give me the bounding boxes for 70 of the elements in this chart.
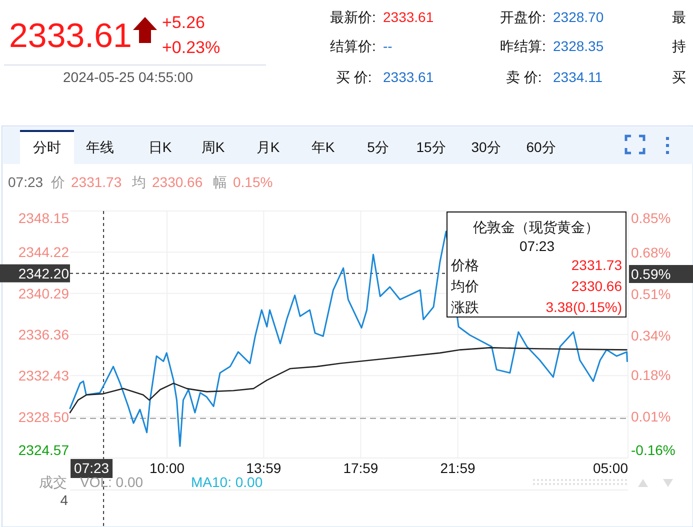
x-tick-label: 10:00 [150, 460, 185, 476]
annotation: 涨跌 [451, 299, 479, 315]
x-tick-label: 17:59 [343, 460, 378, 476]
y-tick-label: 2332.43 [18, 368, 70, 384]
annotation: 伦敦金（现货黄金） [473, 219, 599, 235]
annotation: 均价 [450, 278, 479, 294]
ref-line-label: 07:23 [74, 460, 110, 476]
text: 最 [672, 9, 686, 25]
text: 2024-05-25 04:55:00 [63, 69, 194, 85]
y2-tick-label: 0.85% [631, 210, 671, 226]
text: MA10: 0.00 [191, 474, 263, 490]
x-tick-label: 05:00 [592, 460, 628, 476]
text: 最新价: [330, 9, 376, 25]
y2-tick-label: 0.34% [631, 328, 671, 344]
y2-tick-label: 0.68% [631, 244, 671, 261]
text: 幅 [213, 174, 227, 190]
text: 60分 [526, 139, 556, 155]
text: 均 [131, 174, 146, 190]
text: 价 [50, 174, 65, 190]
y-tick-label: 2348.15 [18, 210, 70, 226]
x-tick-label: 13:59 [246, 460, 282, 476]
x-tick-label: 21:59 [440, 460, 476, 476]
text: 年线 [86, 139, 114, 155]
text: 2333.61 [9, 17, 132, 55]
text: 0.59% [631, 266, 671, 282]
text: 07:23 [8, 174, 44, 190]
annotation: 2330.66 [571, 278, 622, 294]
y2-tick-label: -0.16% [631, 442, 676, 458]
text: 2328.35 [553, 38, 604, 54]
text: -- [383, 38, 393, 54]
y2-tick-label: 0.18% [631, 366, 671, 383]
text: 2328.70 [553, 9, 604, 25]
text: 分时 [33, 139, 61, 155]
text: 结算价: [330, 38, 376, 54]
annotation: 3.38(0.15%) [546, 299, 622, 315]
y-tick-label: 2336.36 [18, 326, 70, 342]
text: 2333.61 [383, 9, 434, 25]
annotation: 价格 [450, 257, 479, 273]
text: +0.23% [162, 38, 220, 57]
y-tick-label: 2344.22 [18, 244, 70, 260]
text: 5分 [367, 139, 389, 155]
text: 15分 [416, 139, 446, 155]
y2-tick-label: 0.51% [631, 286, 671, 302]
text: 买 价: [336, 69, 372, 85]
text: 30分 [471, 139, 501, 155]
text: 2333.61 [383, 69, 434, 85]
text: 月K [256, 139, 280, 155]
text: 4 [60, 492, 68, 508]
text: 持 [672, 38, 686, 54]
text: 开盘价: [500, 9, 546, 25]
y2-tick-label: 0.01% [631, 408, 671, 424]
text: 周K [201, 139, 226, 155]
annotation: 2331.73 [571, 257, 622, 273]
text: +5.26 [162, 13, 206, 32]
y-tick-label: 2328.50 [18, 408, 70, 425]
text: 0.15% [233, 174, 273, 190]
text: 卖 价: [506, 69, 542, 85]
text: 年K [311, 139, 336, 155]
text: 日K [148, 139, 172, 155]
ref-line-label: 2342.20 [18, 265, 70, 282]
text: 成交 [39, 474, 67, 490]
text: 2330.66 [152, 174, 203, 190]
text: 买 [672, 69, 686, 85]
y-tick-label: 2324.57 [18, 442, 70, 458]
text: VOL: 0.00 [80, 474, 144, 490]
text: 昨结算: [500, 38, 546, 54]
annotation: 07:23 [519, 238, 555, 254]
text: 2331.73 [71, 174, 122, 190]
y-tick-label: 2340.29 [18, 285, 70, 302]
text: 2334.11 [553, 69, 603, 85]
